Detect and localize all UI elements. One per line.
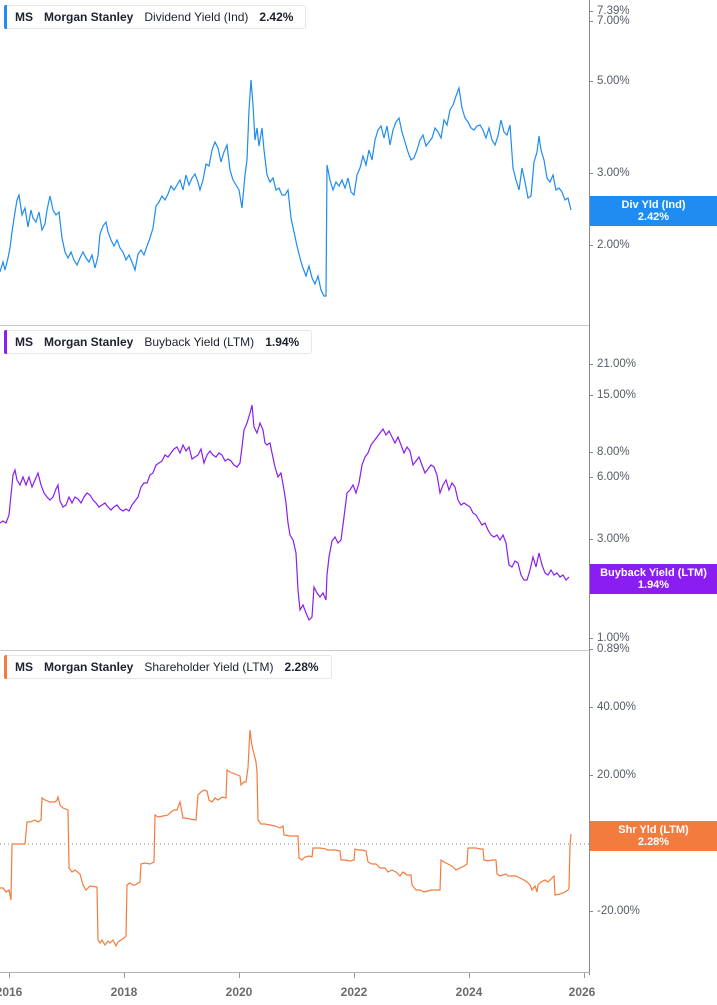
tick-mark [590,707,593,708]
panel-divider [0,650,590,651]
tick-mark [354,973,355,978]
buyback-yield-line [0,404,570,622]
y-tick-label: 40.00% [597,701,637,713]
x-tick-label: 2020 [225,985,253,999]
badge-label: Shr Yld (LTM) [618,824,689,836]
y-tick-label: 8.00% [597,446,630,458]
tick-mark [469,973,470,978]
current-value-badge-buyback: Buyback Yield (LTM) 1.94% [590,564,717,594]
legend-metric: Dividend Yield (Ind) [144,10,249,24]
legend-value: 1.94% [265,335,300,349]
y-tick-label: 5.00% [597,75,630,87]
legend-metric: Buyback Yield (LTM) [144,335,255,349]
y-axis-line [589,0,590,975]
panel-divider [0,325,590,326]
tick-mark [590,364,593,365]
badge-label: Div Yld (Ind) [621,199,686,211]
legend-dividend-yield[interactable]: MS Morgan Stanley Dividend Yield (Ind) 2… [4,5,307,29]
tick-mark [590,395,593,396]
y-tick-label: 7.39% [597,5,630,17]
legend-value: 2.28% [284,660,319,674]
tick-mark [590,477,593,478]
y-tick-label: 7.00% [597,15,630,27]
x-axis-line [0,972,590,973]
current-value-badge-dividend: Div Yld (Ind) 2.42% [590,196,717,226]
x-tick-label: 2024 [455,985,483,999]
current-value-badge-shareholder: Shr Yld (LTM) 2.28% [590,821,717,851]
legend-shareholder-yield[interactable]: MS Morgan Stanley Shareholder Yield (LTM… [4,655,332,679]
legend-metric: Shareholder Yield (LTM) [144,660,274,674]
tick-mark [590,775,593,776]
badge-value: 1.94% [637,579,670,591]
tick-mark [239,973,240,978]
legend-company: Morgan Stanley [44,660,134,674]
tick-mark [590,638,593,639]
tick-mark [590,11,593,12]
y-tick-label: 15.00% [597,389,637,401]
x-tick-label: 2026 [568,985,596,999]
tick-mark [584,973,585,978]
badge-value: 2.28% [637,836,670,848]
y-tick-label: 3.00% [597,533,630,545]
tick-mark [590,911,593,912]
y-tick-label: 3.00% [597,167,630,179]
x-tick-label: 2018 [110,985,138,999]
series-color-swatch [4,330,7,354]
tick-mark [590,81,593,82]
series-color-swatch [4,655,7,679]
y-tick-label: 2.00% [597,239,630,251]
legend-company: Morgan Stanley [44,335,134,349]
series-color-swatch [4,5,7,29]
y-tick-label: 21.00% [597,358,637,370]
y-tick-label: -20.00% [597,905,640,917]
legend-company: Morgan Stanley [44,10,134,24]
legend-ticker: MS [15,335,33,349]
y-tick-label: 6.00% [597,471,630,483]
tick-mark [590,173,593,174]
x-tick-label: 2022 [340,985,368,999]
tick-mark [124,973,125,978]
tick-mark [9,973,10,978]
legend-ticker: MS [15,10,33,24]
legend-ticker: MS [15,660,33,674]
tick-mark [590,649,593,650]
shareholder-yield-line [0,729,590,948]
y-tick-label: 1.00% [597,632,630,644]
tick-mark [590,245,593,246]
y-tick-label: 0.89% [597,643,630,655]
legend-buyback-yield[interactable]: MS Morgan Stanley Buyback Yield (LTM) 1.… [4,330,313,354]
chart-plot-area [0,79,590,948]
dividend-yield-line [0,79,572,297]
tick-mark [590,452,593,453]
x-tick-label: 2016 [0,985,23,999]
tick-mark [590,21,593,22]
badge-label: Buyback Yield (LTM) [600,567,707,579]
badge-value: 2.42% [637,211,670,223]
legend-value: 2.42% [259,10,294,24]
y-tick-label: 20.00% [597,769,637,781]
tick-mark [590,539,593,540]
